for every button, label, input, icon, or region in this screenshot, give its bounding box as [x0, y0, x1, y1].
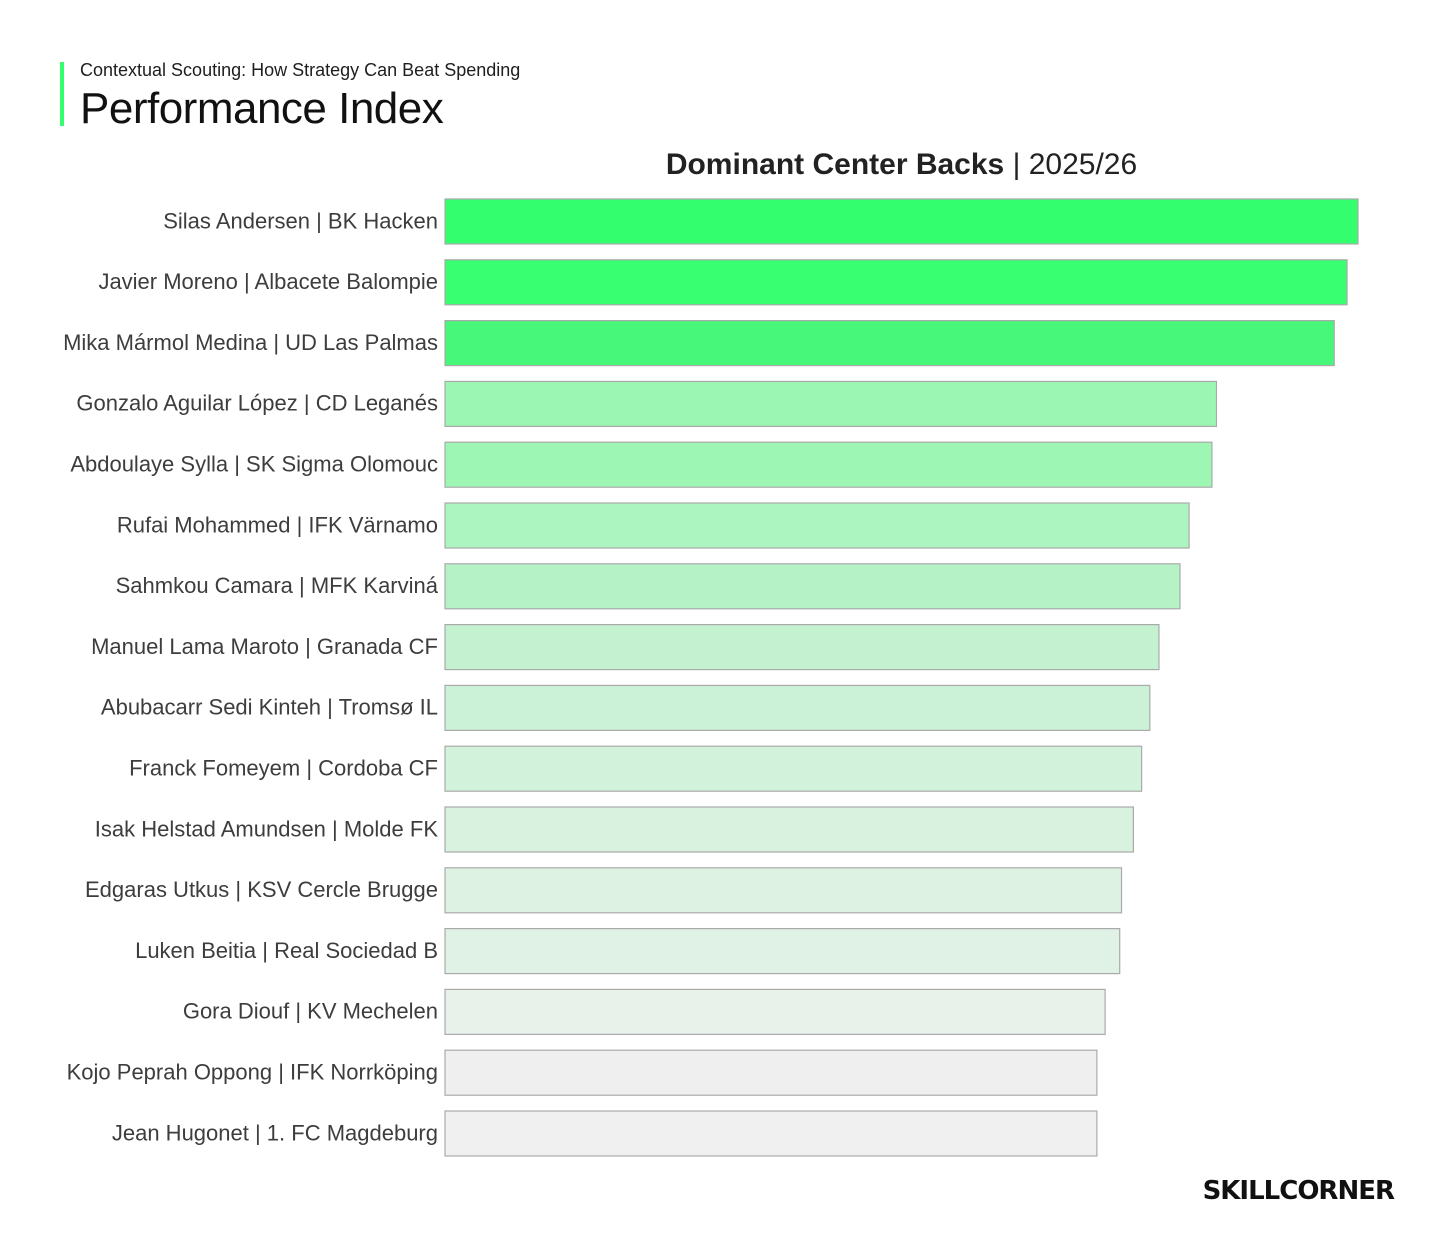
bar: [444, 380, 1218, 427]
bar: [444, 745, 1143, 792]
category-label: Franck Fomeyem | Cordoba CF: [129, 756, 438, 781]
chart-heading-main: Dominant Center Backs: [665, 148, 1005, 181]
category-label: Javier Moreno | Albacete Balompie: [98, 269, 438, 294]
page-subtitle: Contextual Scouting: How Strategy Can Be…: [80, 60, 521, 80]
category-label: Gora Diouf | KV Mechelen: [183, 999, 438, 1024]
bar: [444, 441, 1213, 488]
bar: [444, 320, 1335, 367]
bar: [444, 867, 1123, 914]
title-accent-bar: [60, 62, 64, 126]
category-label: Edgaras Utkus | KSV Cercle Brugge: [85, 877, 438, 902]
bar: [444, 806, 1135, 853]
category-label: Abdoulaye Sylla | SK Sigma Olomouc: [70, 452, 438, 477]
bar: [444, 502, 1190, 549]
category-label: Abubacarr Sedi Kinteh | Tromsø IL: [101, 695, 438, 720]
category-label: Rufai Mohammed | IFK Värnamo: [117, 512, 438, 537]
bar: [444, 684, 1151, 732]
page-title: Performance Index: [80, 84, 444, 133]
bar: [444, 1110, 1098, 1157]
skillcorner-logo: SKILLCORNER: [1202, 1176, 1395, 1206]
category-label: Gonzalo Aguilar López | CD Leganés: [76, 391, 438, 416]
category-label: Silas Andersen | BK Hacken: [163, 208, 438, 233]
chart-heading-season: | 2025/26: [1012, 148, 1138, 181]
category-label: Kojo Peprah Oppong | IFK Norrköping: [67, 1060, 438, 1085]
category-label: Luken Beitia | Real Sociedad B: [135, 938, 438, 963]
category-label: Sahmkou Camara | MFK Karviná: [116, 573, 439, 598]
bar: [444, 988, 1106, 1036]
category-label: Manuel Lama Maroto | Granada CF: [91, 634, 438, 659]
category-label: Mika Mármol Medina | UD Las Palmas: [63, 330, 438, 355]
category-label: Jean Hugonet | 1. FC Magdeburg: [112, 1120, 438, 1145]
bar: [444, 259, 1348, 306]
chart-heading: Dominant Center Backs | 2025/26: [445, 148, 1358, 182]
bar: [444, 1049, 1098, 1096]
bar: [444, 623, 1160, 671]
bar: [444, 198, 1359, 245]
bar: [444, 927, 1121, 975]
category-label: Isak Helstad Amundsen | Molde FK: [95, 816, 439, 841]
bar: [444, 563, 1181, 610]
